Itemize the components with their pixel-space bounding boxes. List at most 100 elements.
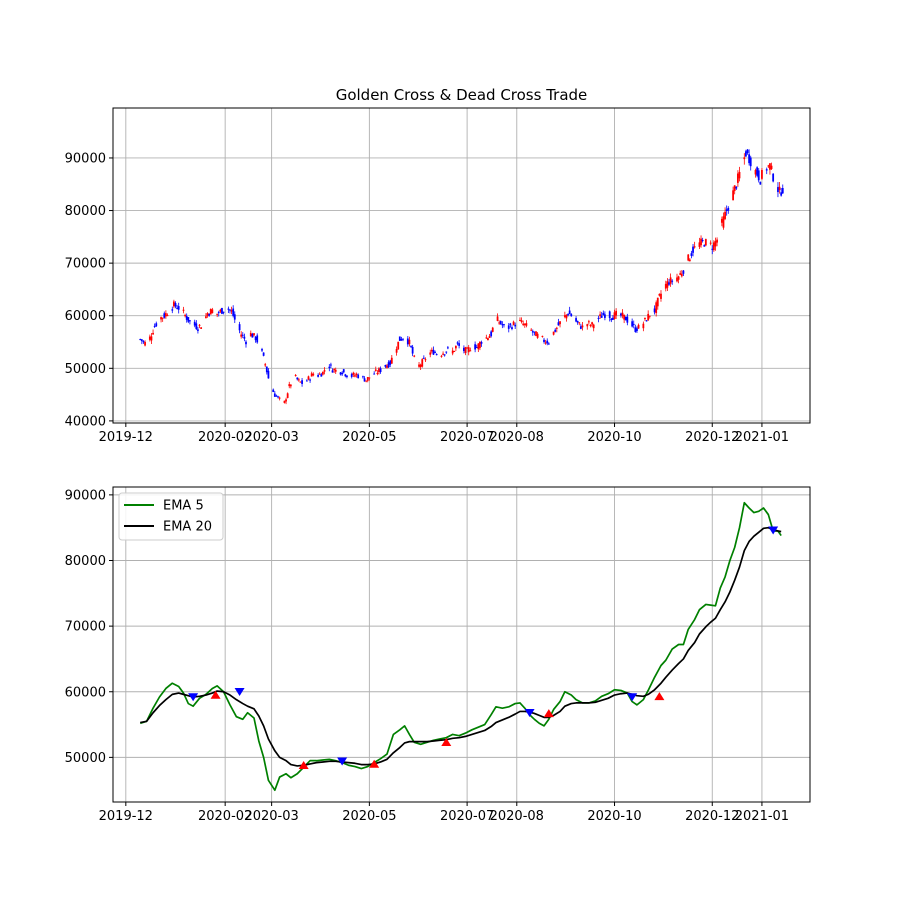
- candle-body: [748, 154, 751, 164]
- candle-body: [599, 314, 601, 317]
- candle-body: [626, 316, 629, 323]
- candle-body: [435, 354, 438, 356]
- x-tick-label: 2020-03: [244, 809, 298, 824]
- candle-body: [736, 173, 739, 183]
- candle-body: [725, 209, 728, 212]
- chart-title: Golden Cross & Dead Cross Trade: [336, 86, 588, 104]
- candlestick-plot-area: [113, 108, 810, 423]
- candle-body: [171, 309, 174, 311]
- candle-body: [142, 341, 145, 343]
- candle-body: [520, 320, 523, 323]
- candle-body: [680, 273, 683, 277]
- candle-body: [475, 347, 478, 349]
- candle-body: [430, 349, 433, 352]
- y-tick-label: 70000: [65, 257, 106, 272]
- candle-body: [568, 310, 571, 315]
- candle-body: [579, 326, 582, 329]
- candle-body: [613, 312, 616, 319]
- candle-body: [323, 370, 326, 372]
- candle-body: [479, 341, 481, 349]
- candle-body: [716, 239, 718, 243]
- candle-body: [575, 318, 577, 322]
- candle-body: [330, 364, 332, 366]
- candle-body: [346, 375, 348, 378]
- candle-body: [767, 165, 770, 167]
- candle-body: [232, 308, 235, 316]
- candle-body: [384, 364, 387, 367]
- candle-body: [541, 335, 544, 337]
- sell-signal-marker: [234, 688, 245, 696]
- candle-body: [467, 347, 470, 353]
- candle-body: [160, 317, 162, 320]
- candle-body: [477, 343, 480, 350]
- ema-grid: [113, 487, 810, 802]
- candle-body: [386, 365, 388, 368]
- candle-body: [769, 163, 771, 170]
- candle-body: [507, 325, 510, 329]
- candle-body: [647, 313, 650, 321]
- candle-body: [422, 357, 425, 359]
- candle-body: [350, 374, 353, 377]
- candle-body: [355, 373, 358, 375]
- x-tick-label: 2020-08: [490, 430, 544, 445]
- candle-body: [373, 373, 376, 375]
- x-tick-label: 2021-01: [735, 809, 789, 824]
- candle-body: [458, 343, 460, 346]
- candle-body: [445, 351, 448, 353]
- candle-body: [552, 331, 555, 335]
- y-tick-label: 70000: [65, 620, 106, 635]
- candle-body: [195, 323, 198, 330]
- candle-body: [379, 368, 382, 373]
- x-tick-label: 2019-12: [99, 430, 153, 445]
- buy-signal-marker: [369, 759, 380, 768]
- candle-body: [563, 315, 566, 317]
- x-tick-label: 2020-07: [440, 809, 494, 824]
- candle-body: [645, 320, 648, 322]
- buy-signal-marker: [543, 709, 554, 718]
- candle-body: [397, 341, 400, 350]
- trade-markers: [188, 526, 779, 769]
- candle-body: [320, 374, 323, 377]
- candle-body: [205, 316, 207, 319]
- y-tick-label: 60000: [65, 309, 106, 324]
- x-tick-label: 2020-07: [440, 430, 494, 445]
- candle-body: [395, 349, 398, 353]
- candle-body: [267, 370, 270, 379]
- series-line-ema-20: [140, 526, 782, 767]
- candle-body: [743, 157, 746, 160]
- x-tick-label: 2020-10: [587, 430, 641, 445]
- candle-body: [679, 273, 682, 275]
- candle-body: [368, 377, 371, 379]
- candle-body: [745, 151, 747, 157]
- candle-body: [687, 254, 690, 261]
- candle-body: [299, 381, 302, 383]
- candle-body: [636, 328, 638, 332]
- candle-body: [333, 369, 336, 371]
- candle-body: [690, 253, 693, 256]
- candle-body: [163, 313, 166, 318]
- candle-body: [554, 329, 557, 332]
- candle-body: [503, 324, 505, 326]
- candle-body: [711, 248, 714, 250]
- candle-body: [238, 324, 241, 331]
- candle-body: [757, 170, 760, 181]
- candle-body: [487, 338, 489, 341]
- candle-body: [140, 339, 143, 342]
- candle-body: [658, 293, 661, 296]
- candle-body: [152, 332, 154, 335]
- buy-signal-marker: [298, 761, 309, 769]
- candle-body: [512, 321, 515, 325]
- candle-body: [749, 157, 752, 167]
- candle-body: [243, 336, 246, 339]
- candle-body: [496, 316, 499, 321]
- ema-series: [139, 501, 782, 792]
- candle-body: [589, 324, 592, 326]
- candle-body: [182, 309, 185, 311]
- candle-body: [277, 396, 279, 398]
- candle-body: [172, 301, 175, 307]
- candle-body: [451, 350, 454, 354]
- candle-body: [620, 313, 622, 316]
- legend-label-ema-20: EMA 20: [163, 520, 212, 535]
